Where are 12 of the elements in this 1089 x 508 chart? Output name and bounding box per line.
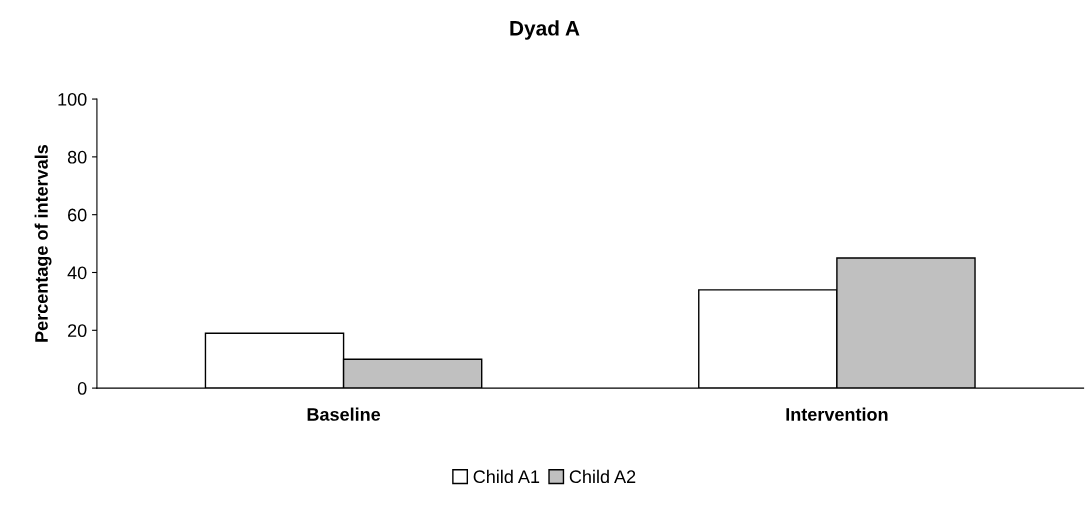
y-tick-label: 100	[58, 92, 87, 106]
y-tick-label: 0	[77, 382, 87, 395]
legend-label: Child A2	[569, 469, 636, 484]
y-tick-label: 20	[68, 324, 87, 338]
x-tick-label: Intervention	[786, 407, 888, 421]
y-tick-label: 40	[67, 266, 87, 280]
legend-label: Child A1	[473, 469, 540, 484]
y-tick-label: 60	[68, 208, 87, 222]
y-tick-label: 80	[67, 150, 87, 164]
chart-title: Dyad A	[510, 20, 580, 40]
y-axis-title: Percentage of intervals	[34, 144, 52, 342]
x-tick-label: Baseline	[307, 407, 381, 421]
